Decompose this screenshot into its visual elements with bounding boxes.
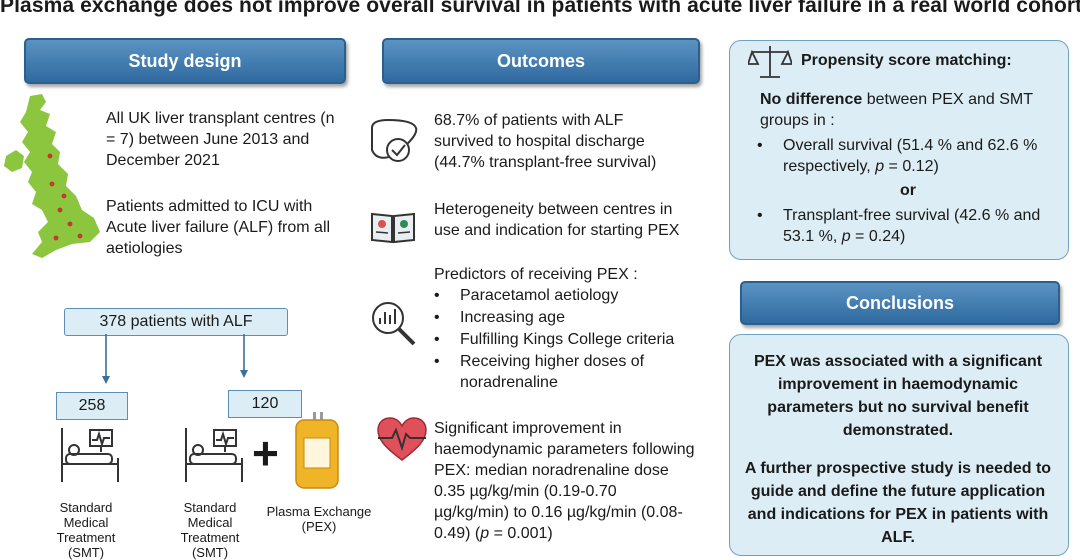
conclusion-text-2: A further prospective study is needed to…	[744, 460, 1052, 546]
list-item: Increasing age	[434, 307, 690, 328]
book-icon	[371, 212, 415, 244]
list-item: Paracetamol aetiology	[434, 285, 690, 306]
conclusion-text-1: PEX was associated with a significant im…	[753, 353, 1043, 439]
group-smt-caption: Standard Medical Treatment (SMT)	[56, 500, 116, 560]
list-item: Receiving higher doses of noradrenaline	[434, 351, 690, 393]
propensity-lead-bold: No difference	[760, 91, 863, 108]
haemodynamic-text-main: Significant improvement in haemodynamic …	[434, 420, 695, 542]
pex-caption: Plasma Exchange (PEX)	[266, 504, 372, 534]
study-design-text-1: All UK liver transplant centres (n = 7) …	[106, 110, 335, 169]
group-smt-count: 258	[56, 392, 128, 420]
conclusions-header-label: Conclusions	[845, 292, 954, 313]
uk-map-icon	[4, 94, 100, 258]
study-design-header: Study design	[24, 38, 346, 84]
propensity-title: Propensity score matching:	[801, 52, 1012, 69]
study-design-header-label: Study design	[128, 50, 242, 71]
scales-icon	[748, 46, 792, 78]
page-title: Plasma exchange does not improve overall…	[0, 0, 1080, 17]
plasma-bag-icon	[295, 412, 339, 489]
propensity-lead-rest: between PEX and SMT groups in :	[760, 91, 1033, 129]
icu-bed-icon	[185, 428, 243, 482]
outcome-heterogeneity-text: Heterogeneity between centres in use and…	[434, 201, 680, 239]
conclusions-panel	[729, 334, 1069, 556]
total-patients-box: 378 patients with ALF	[64, 308, 288, 336]
magnifier-chart-icon	[372, 302, 416, 346]
group-pex-count: 120	[228, 390, 302, 418]
outcome-survival-text: 68.7% of patients with ALF survived to h…	[434, 112, 657, 171]
conclusions-header: Conclusions	[740, 281, 1060, 325]
outcomes-header: Outcomes	[382, 38, 700, 84]
haemodynamic-p-symbol: p	[480, 525, 490, 542]
propensity-or: or	[900, 182, 916, 199]
overall-survival-p-symbol: p	[875, 158, 885, 175]
outcome-haemodynamic-text: Significant improvement in haemodynamic …	[434, 418, 696, 544]
predictors-list: Paracetamol aetiology Increasing age Ful…	[434, 285, 690, 393]
tfs-text: Transplant-free survival (42.6 % and 53.…	[783, 207, 1041, 245]
tfs-p-symbol: p	[841, 228, 851, 245]
group-pex-smt-caption: Standard Medical Treatment (SMT)	[180, 500, 240, 560]
total-patients-label: 378 patients with ALF	[99, 313, 253, 330]
propensity-list-2: Transplant-free survival (42.6 % and 53.…	[757, 205, 1057, 247]
outcomes-header-label: Outcomes	[496, 50, 586, 71]
haemodynamic-p-value: = 0.001)	[489, 525, 553, 542]
predictors-title: Predictors of receiving PEX :	[434, 266, 638, 283]
propensity-list: Overall survival (51.4 % and 62.6 % resp…	[757, 135, 1057, 177]
plus-sign: +	[252, 427, 279, 479]
list-item: Transplant-free survival (42.6 % and 53.…	[757, 205, 1057, 247]
tfs-p-value: = 0.24)	[850, 228, 906, 245]
list-item: Overall survival (51.4 % and 62.6 % resp…	[757, 135, 1057, 177]
heart-pulse-icon	[377, 417, 427, 461]
group-pex-count-label: 120	[251, 395, 279, 412]
list-item: Fulfilling Kings College criteria	[434, 329, 690, 350]
study-design-text-2: Patients admitted to ICU with Acute live…	[106, 198, 331, 257]
group-smt-count-label: 258	[78, 397, 106, 414]
overall-survival-text: Overall survival (51.4 % and 62.6 % resp…	[783, 137, 1038, 175]
icu-bed-icon	[61, 428, 119, 482]
flow-arrows	[102, 334, 248, 384]
propensity-lead: No difference between PEX and SMT groups…	[760, 89, 1056, 131]
overall-survival-p-value: = 0.12)	[884, 158, 939, 175]
liver-check-icon	[371, 118, 418, 162]
